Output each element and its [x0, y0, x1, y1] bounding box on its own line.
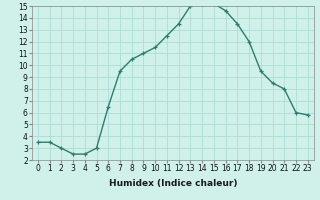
X-axis label: Humidex (Indice chaleur): Humidex (Indice chaleur)	[108, 179, 237, 188]
